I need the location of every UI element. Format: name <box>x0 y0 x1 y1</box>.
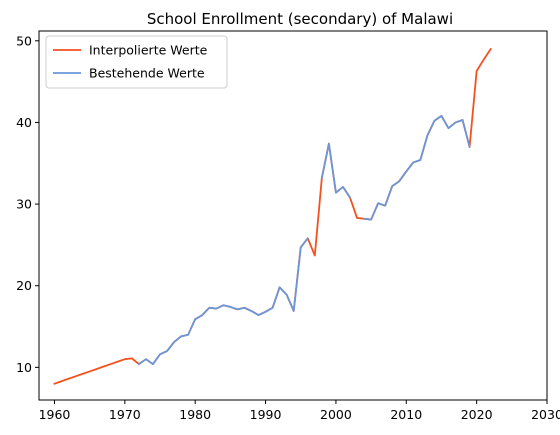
y-tick-label: 10 <box>16 360 32 375</box>
x-tick-label: 2020 <box>461 407 493 422</box>
series-layer <box>53 47 492 385</box>
x-tick-label: 1960 <box>39 407 71 422</box>
y-tick-label: 40 <box>16 115 32 130</box>
legend: Interpolierte Werte Bestehende Werte <box>45 35 228 89</box>
series-line-0 <box>53 47 492 385</box>
y-tick-label: 30 <box>16 197 32 212</box>
legend-label-interpolated: Interpolierte Werte <box>89 43 208 58</box>
chart-title: School Enrollment (secondary) of Malawi <box>147 10 453 28</box>
x-tick-label: 2030 <box>531 407 560 422</box>
legend-label-existing: Bestehende Werte <box>89 66 205 81</box>
plot-frame <box>38 30 548 401</box>
x-tick-label: 1970 <box>109 407 141 422</box>
series-line-1 <box>137 115 471 366</box>
axes-layer: 1960 1970 1980 1990 2000 2010 2020 203010203040… <box>16 30 560 422</box>
x-tick-label: 1990 <box>250 407 282 422</box>
x-tick-label: 2000 <box>320 407 352 422</box>
x-tick-label: 2010 <box>390 407 422 422</box>
x-tick-label: 1980 <box>179 407 211 422</box>
legend-box <box>45 35 228 89</box>
y-tick-label: 50 <box>16 33 32 48</box>
y-tick-label: 20 <box>16 278 32 293</box>
